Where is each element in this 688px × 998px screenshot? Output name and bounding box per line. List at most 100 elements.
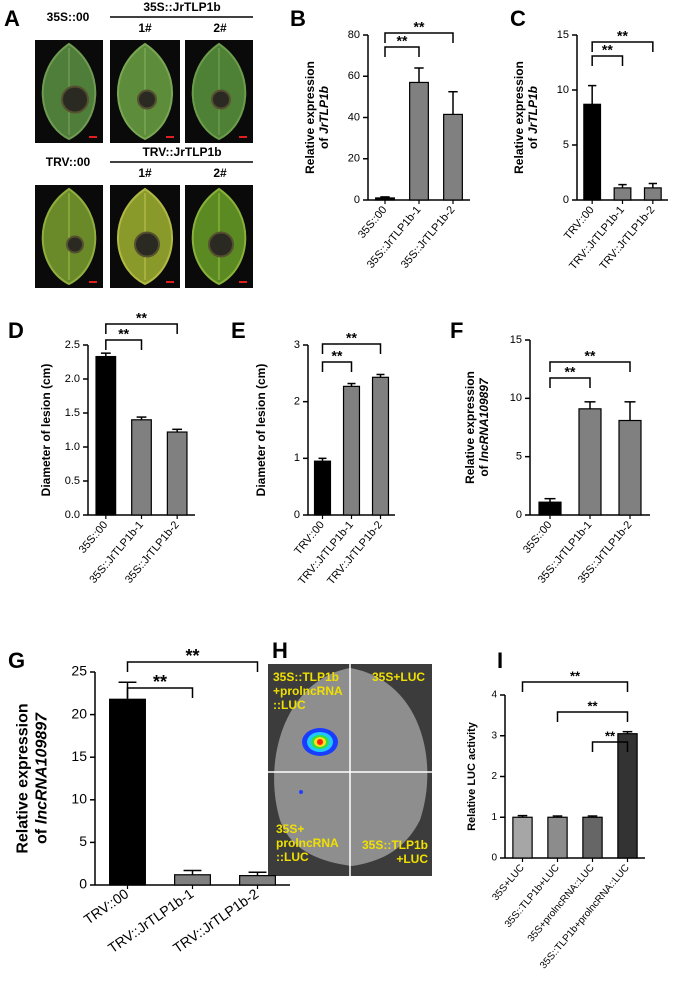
significance-bracket	[549, 361, 631, 372]
significance-bracket	[126, 661, 259, 672]
panel-label: E	[231, 318, 246, 343]
significance-label: **	[605, 728, 616, 743]
bar	[443, 113, 463, 201]
bar	[313, 460, 332, 516]
y-tick-label: 1.5	[65, 407, 80, 419]
y-axis-title: Diameter of lesion (cm)	[254, 364, 268, 497]
construct-label: TRV::JrTLP1b	[142, 145, 221, 159]
luc-signal	[299, 790, 303, 794]
y-axis-title: Relative expression	[15, 703, 32, 853]
significance-label: **	[332, 348, 343, 364]
bar	[618, 419, 642, 516]
y-tick-label: 5	[563, 139, 569, 151]
significance-label: **	[587, 698, 598, 713]
significance-label: **	[346, 330, 357, 346]
panel-label: A	[4, 6, 20, 31]
lesion	[61, 85, 89, 114]
significance-label: **	[118, 326, 129, 342]
bar	[131, 419, 152, 516]
significance-label: **	[397, 33, 408, 49]
bar	[109, 698, 146, 886]
y-axis-title: Relative LUC activity	[466, 721, 478, 831]
bar	[166, 431, 188, 516]
y-tick-label: 0	[79, 876, 87, 892]
y-tick-label: 40	[348, 111, 360, 123]
y-tick-label: 0	[354, 194, 360, 206]
lesion	[137, 89, 157, 110]
y-tick-label: 0	[491, 853, 497, 864]
significance-bracket	[591, 41, 654, 52]
significance-label: **	[570, 668, 581, 683]
y-axis-title: of lncRNA109897	[477, 377, 491, 477]
y-tick-label: 80	[348, 29, 360, 41]
significance-bracket	[105, 323, 178, 334]
bar	[342, 385, 361, 516]
y-tick-label: 3	[491, 730, 497, 741]
y-tick-label: 0	[294, 509, 300, 521]
control-label: 35S::00	[47, 10, 90, 24]
bar	[582, 816, 603, 859]
y-axis-label: Diameter of lesion (cm)	[254, 364, 268, 497]
significance-label: **	[585, 348, 596, 364]
y-tick-label: 4	[491, 690, 497, 701]
lesion	[66, 235, 84, 254]
bar	[371, 376, 390, 516]
quadrant-label: 35S+	[276, 822, 304, 836]
significance-bracket	[321, 343, 382, 354]
lesion	[134, 231, 160, 258]
y-axis-title: Relative expression	[512, 61, 526, 174]
line-label: 2#	[213, 166, 227, 180]
significance-label: **	[565, 364, 576, 380]
bar	[578, 408, 602, 516]
bar	[174, 874, 211, 886]
significance-bracket	[556, 711, 629, 722]
y-axis-title-part: of	[526, 137, 540, 149]
y-tick-label: 3	[294, 339, 300, 351]
panel-label: G	[8, 648, 25, 673]
y-axis-label: Relative expression of JrTLP1b	[303, 61, 331, 174]
quadrant-label: ::LUC	[276, 850, 309, 864]
y-axis-label: Relative LUC activity	[466, 721, 478, 831]
significance-label: **	[136, 310, 147, 326]
y-tick-label: 15	[557, 29, 569, 41]
luc-signal	[317, 739, 323, 745]
y-axis-gene: lncRNA109897	[34, 712, 51, 824]
quadrant-label: ::LUC	[273, 698, 306, 712]
significance-bracket	[591, 55, 624, 66]
y-tick-label: 25	[71, 663, 87, 679]
y-tick-label: 0	[516, 509, 522, 521]
y-tick-label: 1.0	[65, 441, 80, 453]
y-axis-gene: JrTLP1b	[526, 86, 540, 134]
panel-label: F	[450, 318, 463, 343]
y-axis-gene: JrTLP1b	[317, 86, 331, 134]
panel-label: D	[8, 318, 24, 343]
y-tick-label: 0.5	[65, 475, 80, 487]
bar	[617, 733, 638, 859]
quadrant-label: 35S+LUC	[372, 670, 425, 684]
lesion	[211, 89, 231, 110]
bar	[613, 187, 632, 201]
bar	[409, 81, 429, 201]
panel-label: H	[272, 638, 288, 663]
quadrant-label: +LUC	[396, 852, 428, 866]
bar	[643, 187, 662, 201]
y-axis-title: Diameter of lesion (cm)	[39, 364, 53, 497]
y-axis-title-part: of	[477, 464, 491, 476]
lesion	[208, 231, 234, 258]
quadrant-label: 35S::TLP1b	[362, 838, 428, 852]
y-tick-label: 0	[563, 194, 569, 206]
quadrant-label: prolncRNA	[276, 836, 339, 850]
y-tick-label: 1	[294, 452, 300, 464]
bar	[239, 875, 276, 886]
significance-bracket	[549, 377, 591, 388]
y-tick-label: 20	[71, 705, 87, 721]
y-tick-label: 5	[79, 833, 87, 849]
y-axis-title: of lncRNA109897	[34, 712, 51, 844]
bar	[512, 816, 533, 859]
y-axis-label: Relative expression of JrTLP1b	[512, 61, 540, 174]
y-axis-title: of JrTLP1b	[317, 86, 331, 149]
significance-bracket	[126, 687, 194, 698]
significance-label: **	[602, 42, 613, 58]
chart: F Relative expression of lncRNA109897 0 5 10 15…	[450, 318, 650, 586]
